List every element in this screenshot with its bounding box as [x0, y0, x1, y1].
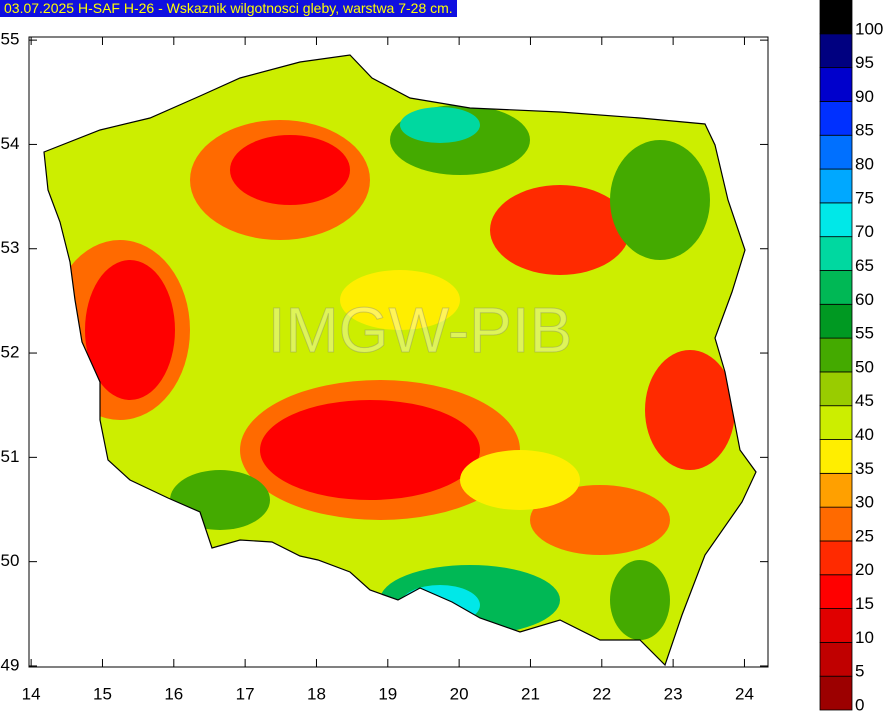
- colorbar-box: [819, 0, 853, 35]
- y-tick-label: 52: [1, 343, 20, 362]
- colorbar-box: [819, 405, 853, 440]
- colorbar-box: [819, 371, 853, 407]
- x-tick-label: 24: [735, 684, 754, 703]
- colorbar-box: [819, 67, 853, 102]
- x-tick-label: 17: [236, 684, 255, 703]
- colorbar-box: [819, 439, 853, 474]
- colorbar-label: 25: [855, 526, 874, 545]
- colorbar-label: 35: [855, 459, 874, 478]
- colorbar-label: 40: [855, 425, 874, 444]
- y-tick-label: 49: [1, 655, 20, 674]
- colorbar-box: [819, 270, 853, 305]
- watermark: IMGW-PIB: [268, 294, 573, 366]
- colorbar-box: [819, 641, 853, 677]
- colorbar-box: [819, 33, 853, 69]
- colorbar-label: 85: [855, 121, 874, 140]
- colorbar-label: 20: [855, 560, 874, 579]
- colorbar-label: 5: [855, 662, 864, 681]
- x-tick-label: 22: [592, 684, 611, 703]
- colorbar-box: [819, 608, 853, 643]
- x-tick-label: 19: [378, 684, 397, 703]
- colorbar-box: [819, 202, 853, 238]
- x-tick-label: 16: [164, 684, 183, 703]
- map-title: 03.07.2025 H-SAF H-26 - Wskaznik wilgotn…: [0, 0, 457, 17]
- colorbar-box: [819, 168, 853, 204]
- y-tick-label: 54: [1, 134, 20, 153]
- colorbar-label: 0: [855, 695, 864, 714]
- colorbar-box: [819, 236, 853, 271]
- colorbar-label: 55: [855, 324, 874, 343]
- colorbar-label: 60: [855, 290, 874, 309]
- colorbar-box: [819, 472, 853, 508]
- colorbar-label: 30: [855, 493, 874, 512]
- colorbar-label: 95: [855, 53, 874, 72]
- colorbar-label: 65: [855, 256, 874, 275]
- colorbar-label: 70: [855, 222, 874, 241]
- colorbar-box: [819, 101, 853, 136]
- y-tick-label: 51: [1, 447, 20, 466]
- x-tick-label: 20: [450, 684, 469, 703]
- colorbar-box: [819, 506, 853, 542]
- x-tick-label: 15: [93, 684, 112, 703]
- y-tick-label: 53: [1, 238, 20, 257]
- x-tick-label: 14: [22, 684, 41, 703]
- x-tick-label: 21: [521, 684, 540, 703]
- colorbar-box: [819, 134, 853, 170]
- colorbar-box: [819, 574, 853, 609]
- colorbar-label: 45: [855, 391, 874, 410]
- x-tick-label: 23: [664, 684, 683, 703]
- y-tick-label: 50: [1, 551, 20, 570]
- colorbar-box: [819, 675, 853, 711]
- colorbar-label: 90: [855, 87, 874, 106]
- colorbar-label: 50: [855, 357, 874, 376]
- colorbar-box: [819, 303, 853, 339]
- colorbar-label: 15: [855, 594, 874, 613]
- x-tick-label: 18: [307, 684, 326, 703]
- plot-frame: [28, 36, 769, 668]
- colorbar-label: 100: [855, 19, 883, 38]
- moisture-field: [44, 55, 756, 665]
- country-border: [43, 54, 757, 667]
- colorbar-label: 10: [855, 628, 874, 647]
- colorbar-box: [819, 337, 853, 373]
- colorbar-label: 75: [855, 188, 874, 207]
- y-tick-label: 55: [1, 30, 20, 49]
- colorbar-label: 80: [855, 155, 874, 174]
- colorbar-box: [819, 540, 853, 576]
